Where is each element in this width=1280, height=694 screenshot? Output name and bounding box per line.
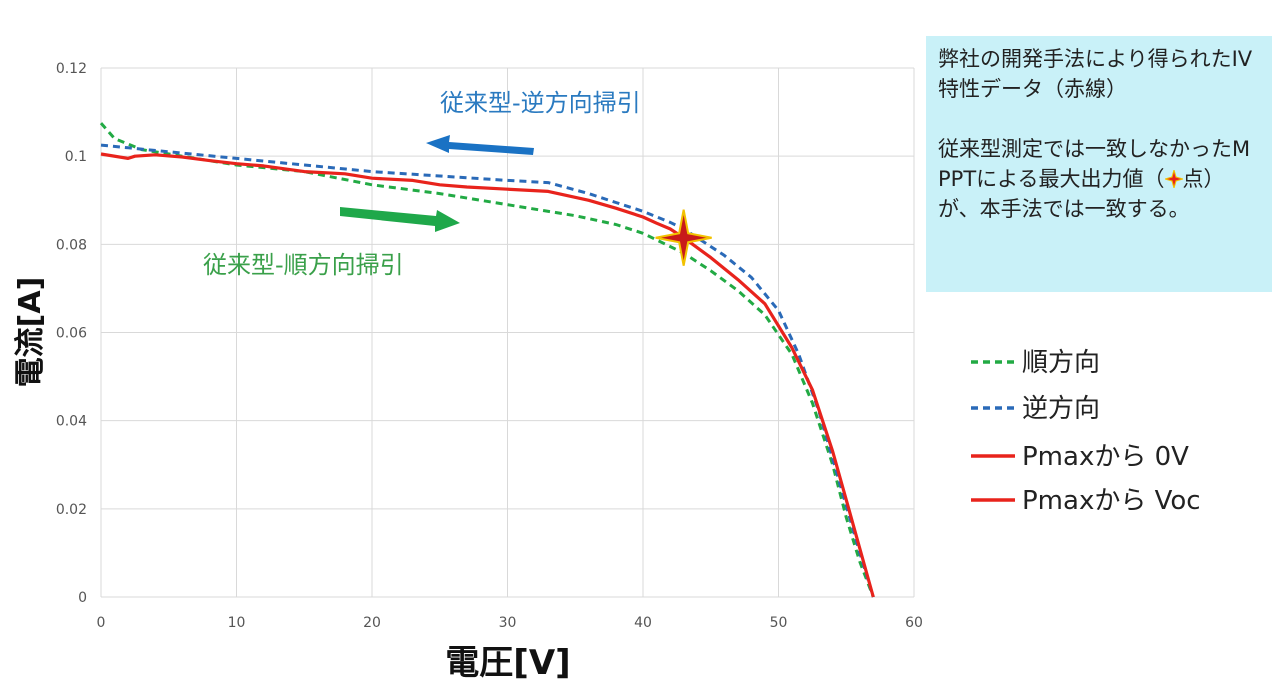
legend-label: Pmaxから 0V (1022, 442, 1189, 472)
legend-label: Pmaxから Voc (1022, 486, 1201, 516)
legend-label: 逆方向 (1022, 394, 1100, 424)
grid (100, 67, 915, 598)
note-paragraph-1: 弊社の開発手法により得られたIV特性データ（赤線） (938, 47, 1253, 101)
note-paragraph-2: 従来型測定では一致しなかったMPPTによる最大出力値（ 点）が、本手法では一致する… (938, 134, 1260, 224)
reverse-sweep-arrow (426, 135, 534, 155)
y-axis-title: 電流[A] (13, 277, 48, 388)
note-text-after-star: 点）が、本手法では一致する。 (938, 167, 1225, 221)
y-tick-label: 0.06 (56, 326, 87, 342)
x-tick-label: 40 (634, 615, 652, 631)
series-line-2 (100, 152, 685, 240)
series-line-3 (682, 236, 875, 598)
x-tick-label: 30 (499, 615, 517, 631)
series-lines (99, 122, 875, 598)
legend-label: 順方向 (1022, 348, 1100, 378)
x-tick-label: 60 (905, 615, 923, 631)
series-line-0 (99, 122, 875, 598)
forward-sweep-annotation: 従来型-順方向掃引 (203, 251, 404, 279)
note-text-before-star: 従来型測定では一致しなかったMPPTによる最大出力値（ (938, 137, 1251, 191)
forward-sweep-arrow (340, 207, 460, 232)
x-tick-label: 20 (363, 615, 381, 631)
y-tick-label: 0.1 (65, 149, 87, 165)
reverse-sweep-annotation: 従来型-逆方向掃引 (440, 89, 641, 117)
explanation-note: 弊社の開発手法により得られたIV特性データ（赤線） 従来型測定では一致しなかった… (926, 36, 1272, 292)
tick-labels: 0 10 20 30 40 50 60 0 0.02 0.04 0.06 0.08 0.1 0.12 (56, 61, 923, 631)
y-tick-label: 0.02 (56, 502, 87, 518)
x-tick-label: 50 (770, 615, 788, 631)
arrow-layer (340, 135, 534, 232)
max-power-point-marker (655, 209, 712, 266)
y-tick-label: 0.08 (56, 237, 87, 253)
y-tick-label: 0.12 (56, 61, 87, 77)
x-axis-title: 電圧[V] (445, 643, 570, 683)
marker-layer (655, 209, 712, 266)
series-line-1 (100, 143, 875, 598)
y-tick-label: 0.04 (56, 414, 87, 430)
x-tick-label: 0 (97, 615, 106, 631)
y-tick-label: 0 (78, 590, 87, 606)
star-icon (1164, 170, 1183, 188)
x-tick-label: 10 (228, 615, 246, 631)
